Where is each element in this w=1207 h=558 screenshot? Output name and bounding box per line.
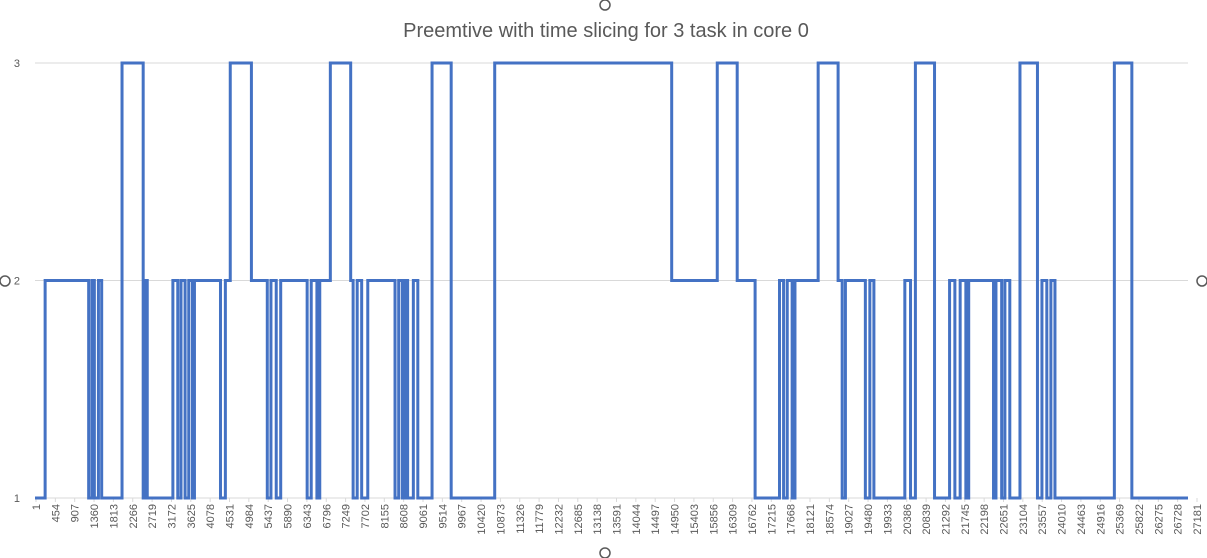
x-tick-label: 24916	[1095, 504, 1107, 535]
x-tick-label: 15856	[708, 504, 720, 535]
x-tick-label: 8155	[379, 504, 391, 528]
x-tick-label: 22651	[999, 504, 1011, 535]
x-tick-label: 6796	[321, 504, 333, 528]
x-tick-label: 12232	[553, 504, 565, 535]
x-tick-label: 10420	[476, 504, 488, 535]
y-tick-label: 1	[14, 493, 20, 505]
x-tick-label: 7249	[341, 504, 353, 528]
y-tick-label: 3	[14, 58, 20, 70]
x-tick-label: 22198	[979, 504, 991, 535]
x-tick-label: 5890	[283, 504, 295, 528]
x-tick-label: 14497	[650, 504, 662, 535]
x-tick-label: 17215	[766, 504, 778, 535]
x-tick-label: 5437	[263, 504, 275, 528]
x-tick-label: 19933	[882, 504, 894, 535]
x-tick-label: 4531	[225, 504, 237, 528]
x-tick-label: 6343	[302, 504, 314, 528]
x-tick-label: 9514	[437, 504, 449, 528]
x-tick-label: 21745	[960, 504, 972, 535]
x-tick-label: 21292	[940, 504, 952, 535]
x-tick-label: 8608	[399, 504, 411, 528]
x-tick-label: 18121	[805, 504, 817, 535]
x-tick-label: 3172	[166, 504, 178, 528]
x-tick-label: 19480	[863, 504, 875, 535]
x-tick-label: 1813	[108, 504, 120, 528]
x-tick-label: 25822	[1134, 504, 1146, 535]
x-axis: 1 454 907 1360 1813 2266 2719 3172 3625 4078 4531 4…	[31, 497, 1204, 535]
x-tick-label: 26275	[1153, 504, 1165, 535]
x-tick-label: 14950	[670, 504, 682, 535]
x-tick-label: 907	[70, 504, 82, 522]
resize-handle[interactable]	[1196, 275, 1207, 287]
x-tick-label: 19027	[844, 504, 856, 535]
resize-handle[interactable]	[0, 275, 11, 287]
x-tick-label: 9967	[457, 504, 469, 528]
x-tick-label: 24463	[1076, 504, 1088, 535]
resize-handle[interactable]	[599, 0, 611, 11]
x-tick-label: 12685	[573, 504, 585, 535]
x-tick-label: 17668	[786, 504, 798, 535]
x-tick-label: 20839	[921, 504, 933, 535]
x-tick-label: 13591	[612, 504, 624, 535]
x-tick-label: 23557	[1037, 504, 1049, 535]
x-tick-label: 9061	[418, 504, 430, 528]
x-tick-label: 16309	[728, 504, 740, 535]
x-tick-label: 18574	[824, 504, 836, 535]
x-tick-label: 16762	[747, 504, 759, 535]
x-tick-label: 25369	[1115, 504, 1127, 535]
x-tick-label: 14044	[631, 504, 643, 535]
x-tick-label: 1	[31, 504, 43, 510]
x-tick-label: 26728	[1173, 504, 1185, 535]
x-tick-label: 13138	[592, 504, 604, 535]
x-tick-label: 23104	[1018, 504, 1030, 535]
y-axis: 1 2 3	[14, 58, 20, 505]
x-tick-label: 4984	[244, 504, 256, 528]
x-tick-label: 454	[50, 504, 62, 522]
x-tick-label: 2266	[128, 504, 140, 528]
x-tick-label: 11326	[515, 504, 527, 534]
x-tick-label: 7702	[360, 504, 372, 528]
x-tick-label: 27181	[1192, 504, 1204, 535]
x-tick-label: 15403	[689, 504, 701, 535]
x-tick-label: 10873	[495, 504, 507, 535]
x-tick-label: 4078	[205, 504, 217, 528]
chart-title: Preemtive with time slicing for 3 task i…	[403, 20, 809, 42]
x-tick-label: 20386	[902, 504, 914, 535]
series-line	[35, 61, 1188, 500]
x-tick-label: 11779	[534, 504, 546, 534]
x-tick-label: 3625	[186, 504, 198, 528]
resize-handle[interactable]	[599, 547, 611, 558]
x-tick-label: 24010	[1057, 504, 1069, 535]
plot-area	[35, 61, 1188, 500]
y-tick-label: 2	[14, 276, 20, 288]
x-tick-label: 2719	[147, 504, 159, 528]
x-tick-label: 1360	[89, 504, 101, 528]
